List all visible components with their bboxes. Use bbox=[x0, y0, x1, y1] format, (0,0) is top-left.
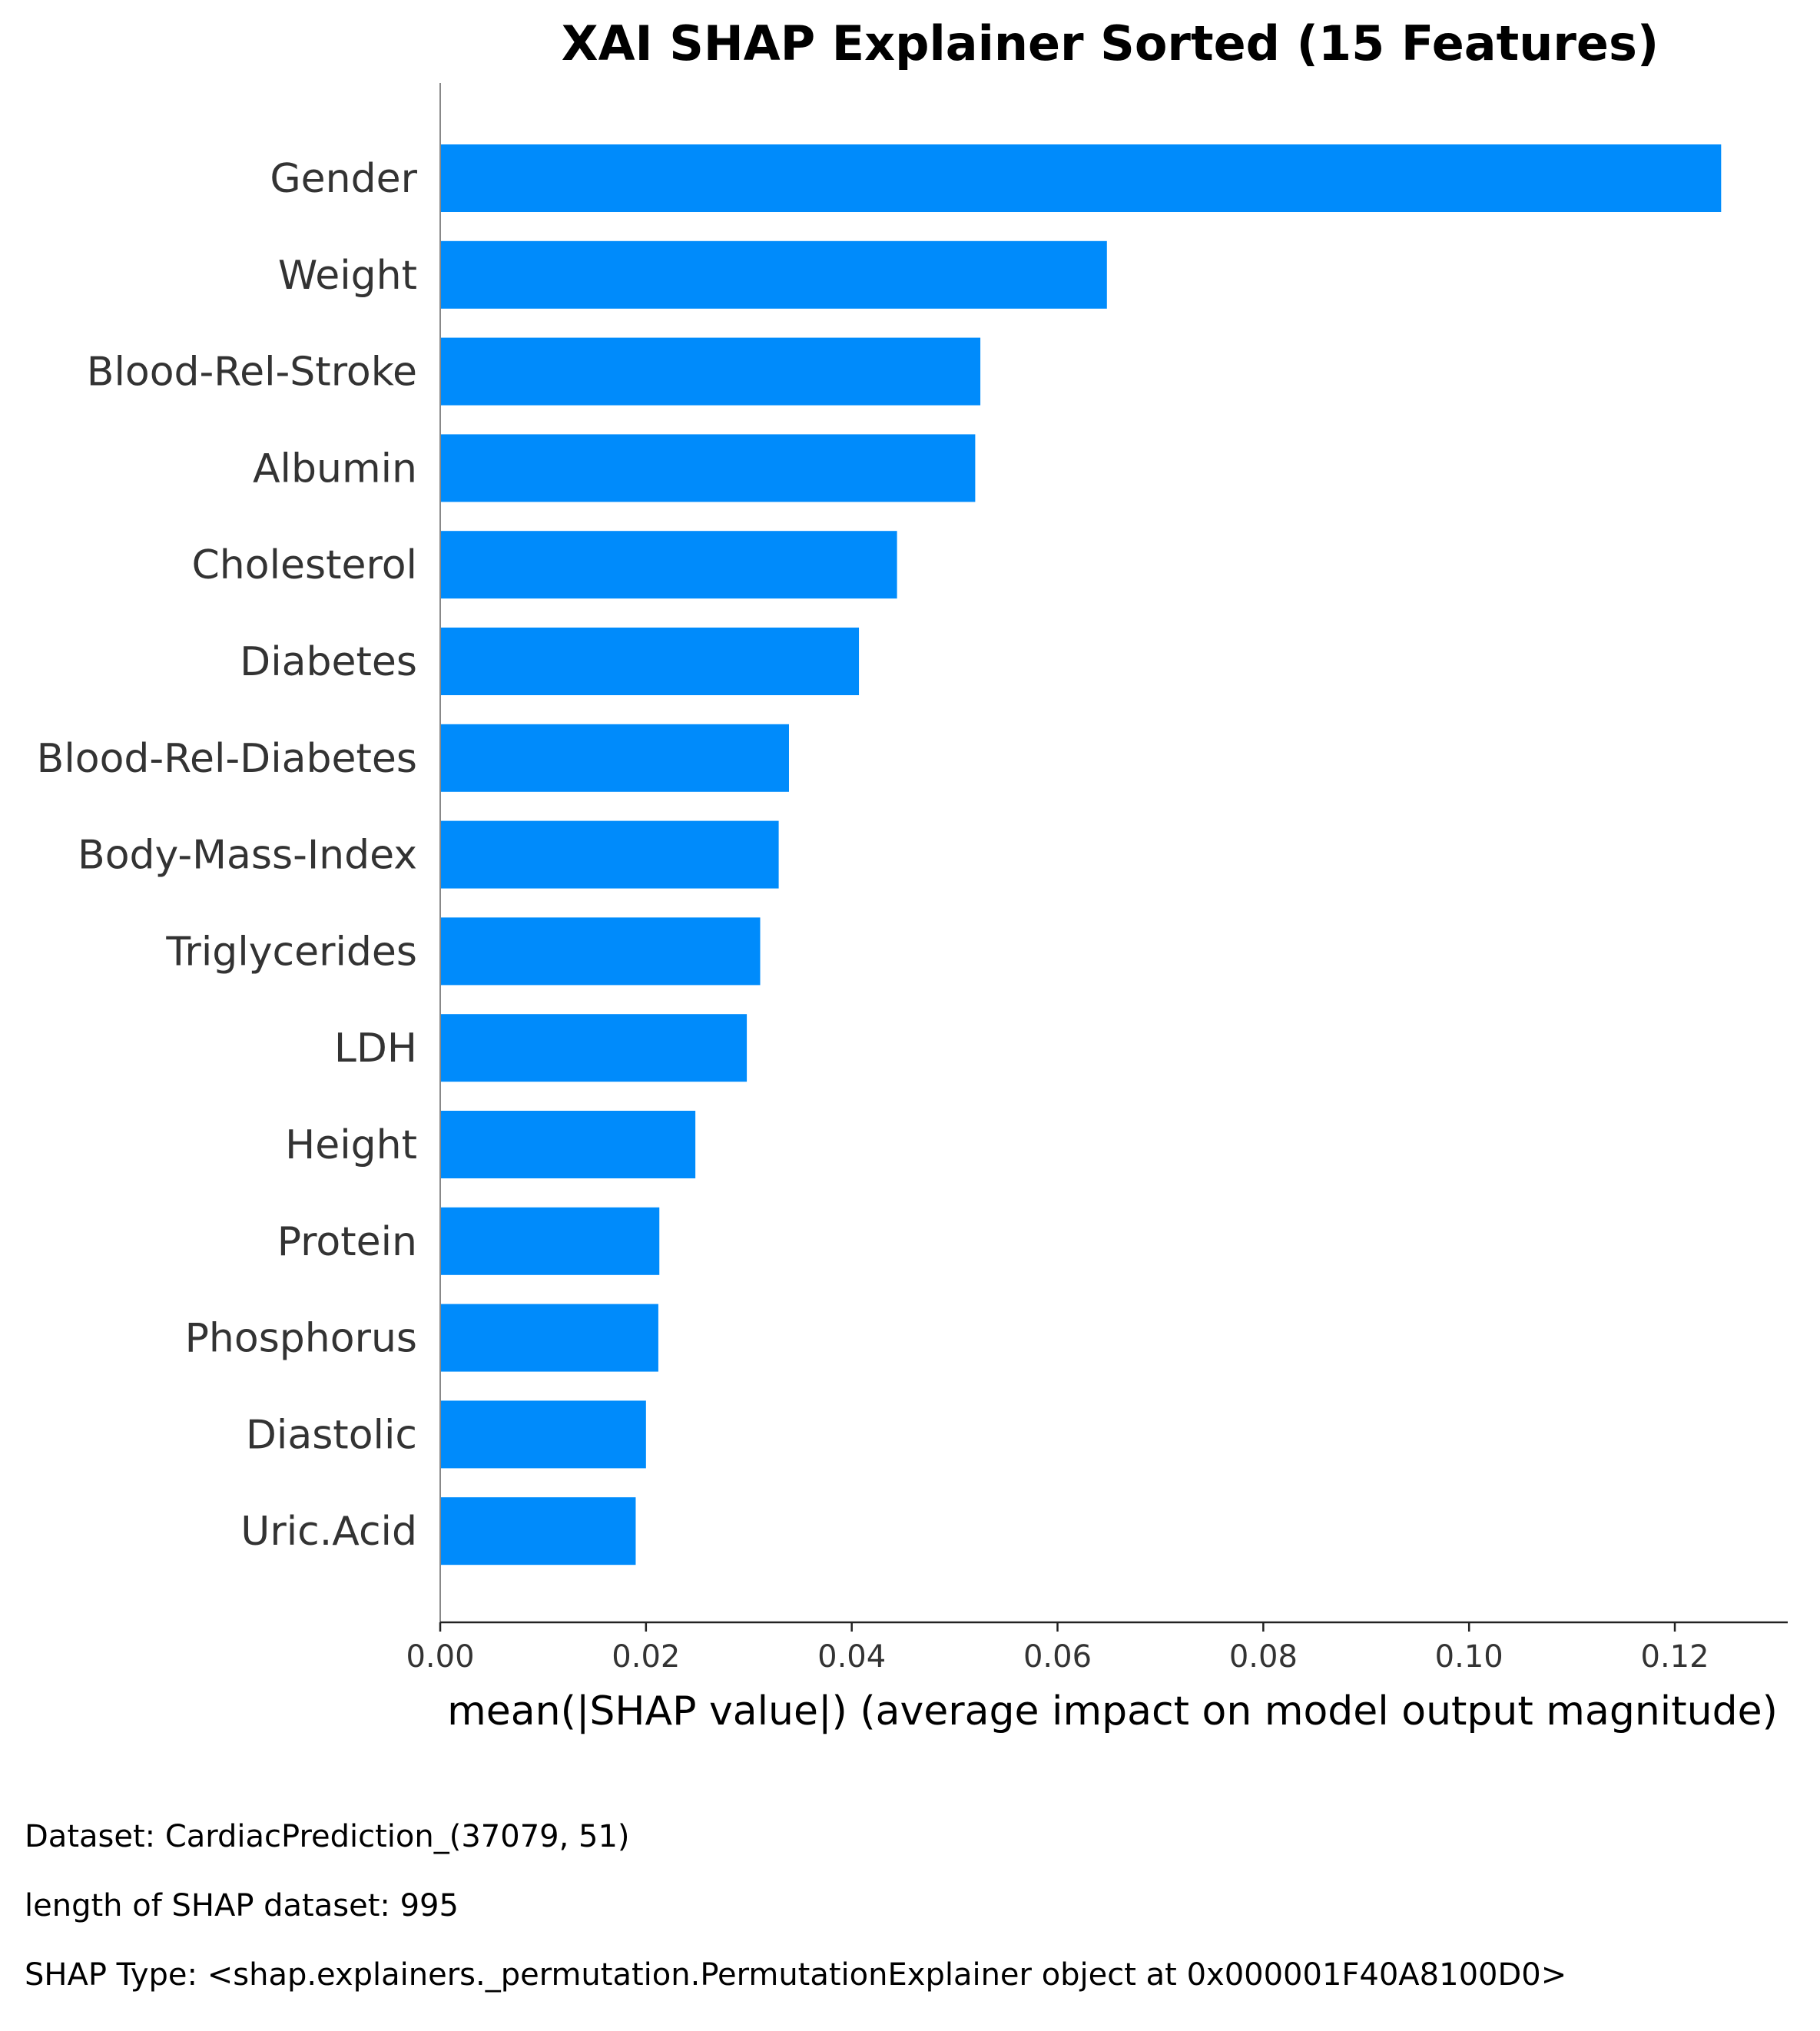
x-tick-label: 0.08 bbox=[1229, 1639, 1298, 1675]
feature-labels: Gender Weight Blood-Rel-Stroke Albumin Chole… bbox=[37, 156, 418, 1555]
bar-blood-rel-stroke bbox=[440, 337, 981, 406]
feature-label: Weight bbox=[278, 253, 417, 299]
bars-group bbox=[440, 144, 1722, 1565]
x-tick-label: 0.00 bbox=[406, 1639, 474, 1675]
bar-uric-acid bbox=[440, 1497, 636, 1565]
feature-label: Uric.Acid bbox=[240, 1509, 417, 1555]
bar-ldh bbox=[440, 1014, 748, 1082]
feature-label: Phosphorus bbox=[185, 1316, 417, 1362]
footnote-shap-length: length of SHAP dataset: 995 bbox=[25, 1888, 459, 1923]
feature-label: LDH bbox=[334, 1025, 417, 1072]
bar-cholesterol bbox=[440, 531, 897, 599]
bar-gender bbox=[440, 144, 1722, 212]
feature-label: Diastolic bbox=[246, 1412, 417, 1458]
feature-label: Blood-Rel-Stroke bbox=[87, 350, 417, 396]
footnote-dataset: Dataset: CardiacPrediction_(37079, 51) bbox=[25, 1819, 630, 1854]
x-tick-label: 0.04 bbox=[817, 1639, 886, 1675]
feature-label: Blood-Rel-Diabetes bbox=[37, 736, 417, 782]
bar-body-mass-index bbox=[440, 820, 779, 889]
bar-diastolic bbox=[440, 1400, 646, 1469]
bar-blood-rel-diabetes bbox=[440, 724, 789, 792]
feature-label: Albumin bbox=[253, 446, 417, 492]
chart-title: XAI SHAP Explainer Sorted (15 Features) bbox=[562, 15, 1659, 71]
feature-label: Diabetes bbox=[240, 639, 417, 685]
footnote-shap-type: SHAP Type: <shap.explainers._permutation… bbox=[25, 1957, 1567, 1993]
x-tick-label: 0.02 bbox=[612, 1639, 680, 1675]
bar-phosphorus bbox=[440, 1304, 658, 1372]
feature-label: Cholesterol bbox=[192, 542, 418, 588]
feature-label: Protein bbox=[277, 1219, 417, 1265]
x-axis-label: mean(|SHAP value|) (average impact on mo… bbox=[447, 1688, 1778, 1734]
bar-height bbox=[440, 1111, 696, 1178]
feature-label: Height bbox=[285, 1122, 417, 1168]
bar-weight bbox=[440, 240, 1107, 309]
feature-label: Body-Mass-Index bbox=[78, 833, 417, 879]
x-ticks: 0.00 0.02 0.04 0.06 0.08 0.10 0.12 bbox=[406, 1622, 1709, 1675]
x-tick-label: 0.12 bbox=[1641, 1639, 1709, 1675]
x-tick-label: 0.06 bbox=[1023, 1639, 1092, 1675]
bar-albumin bbox=[440, 434, 976, 502]
x-tick-label: 0.10 bbox=[1435, 1639, 1503, 1675]
bar-protein bbox=[440, 1207, 660, 1275]
bar-diabetes bbox=[440, 628, 860, 695]
bar-triglycerides bbox=[440, 917, 761, 986]
feature-label: Triglycerides bbox=[165, 929, 417, 975]
feature-label: Gender bbox=[270, 156, 417, 202]
